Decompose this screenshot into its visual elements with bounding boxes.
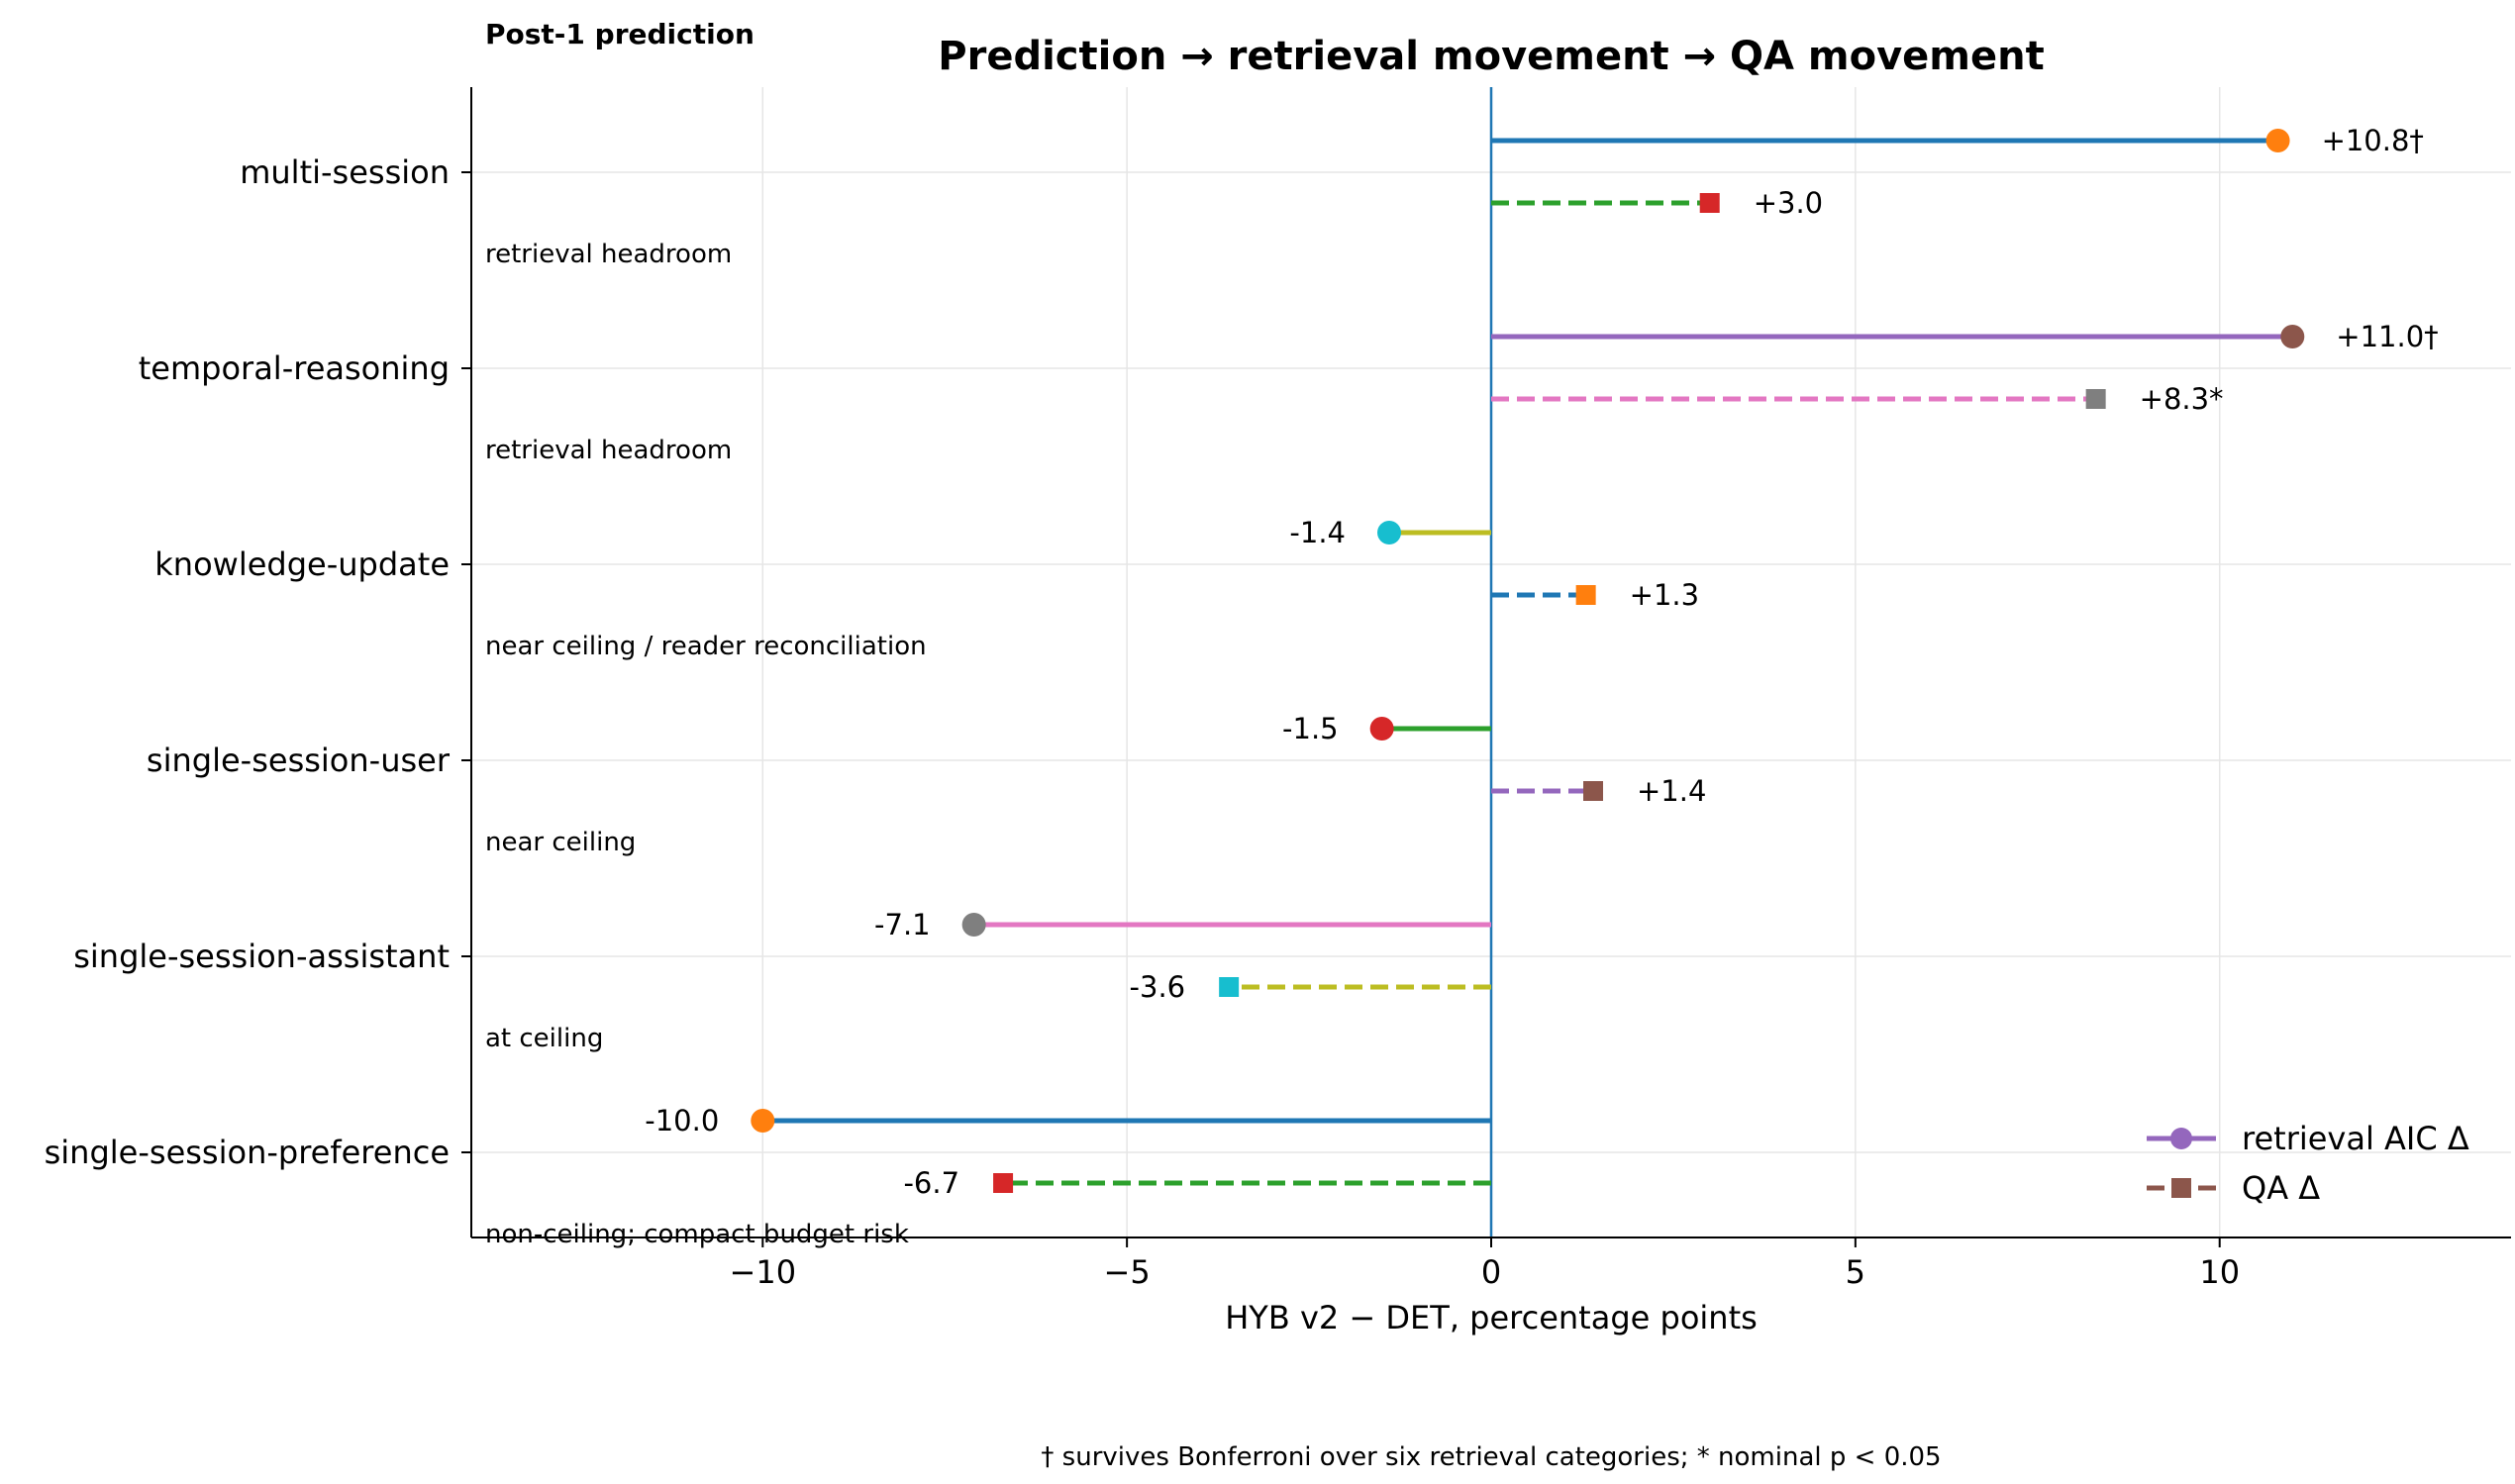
x-tick-label: −10 [730,1253,797,1291]
qa-point [1575,585,1596,605]
text-layer: −10 −5 0 5 10 multi-session retrieval headroom… [45,18,2439,1472]
category-label: single-session-preference [45,1134,450,1171]
category-note: retrieval headroom [485,240,732,269]
qa-point [2085,389,2106,409]
retrieval-value-label: +10.8† [2322,124,2424,157]
qa-value-label: +1.4 [1637,774,1706,808]
retrieval-point [2280,325,2305,348]
retrieval-value-label: -1.5 [1282,712,1339,745]
category-note: at ceiling [485,1024,603,1053]
category-label: single-session-assistant [73,938,450,975]
retrieval-point [751,1109,775,1133]
qa-value-label: -3.6 [1130,970,1186,1004]
legend: retrieval AIC Δ QA Δ [2147,1120,2469,1207]
qa-point [1583,781,1603,801]
category-note: near ceiling / reader reconciliation [485,632,927,661]
category-note: near ceiling [485,828,636,857]
corner-label: Post-1 prediction [485,18,754,50]
qa-point [1219,977,1240,997]
retrieval-point [1369,717,1394,741]
retrieval-value-label: -10.0 [645,1104,719,1138]
category-label: single-session-user [147,742,451,779]
qa-value-label: +3.0 [1754,186,1823,220]
qa-point [1699,193,1720,213]
axes-layer [461,87,2511,1247]
x-tick-label: −5 [1104,1253,1151,1291]
x-axis-label: HYB v2 − DET, percentage points [1225,1299,1758,1336]
legend-label: retrieval AIC Δ [2242,1120,2469,1157]
chart-title: Prediction → retrieval movement → QA mov… [938,34,2044,79]
category-label: knowledge-update [154,545,450,583]
retrieval-value-label: -7.1 [874,908,931,941]
qa-value-label: -6.7 [903,1166,959,1200]
retrieval-point [961,913,986,937]
marks-layer [751,129,2305,1193]
retrieval-value-label: -1.4 [1289,516,1346,549]
footnote: † survives Bonferroni over six retrieval… [1041,1442,1941,1472]
legend-marker [2171,1178,2191,1198]
retrieval-point [2265,129,2290,152]
x-tick-label: 5 [1846,1253,1865,1291]
category-note: non-ceiling; compact budget risk [485,1220,909,1249]
category-label: multi-session [240,153,450,191]
qa-value-label: +8.3* [2140,382,2224,416]
retrieval-value-label: +11.0† [2336,320,2438,353]
retrieval-point [1377,521,1401,544]
category-label: temporal-reasoning [139,349,450,387]
x-tick-label: 10 [2199,1253,2240,1291]
qa-value-label: +1.3 [1630,578,1699,612]
legend-marker [2170,1128,2192,1149]
x-tick-label: 0 [1481,1253,1501,1291]
category-note: retrieval headroom [485,436,732,465]
qa-point [993,1173,1014,1193]
legend-label: QA Δ [2242,1169,2320,1207]
